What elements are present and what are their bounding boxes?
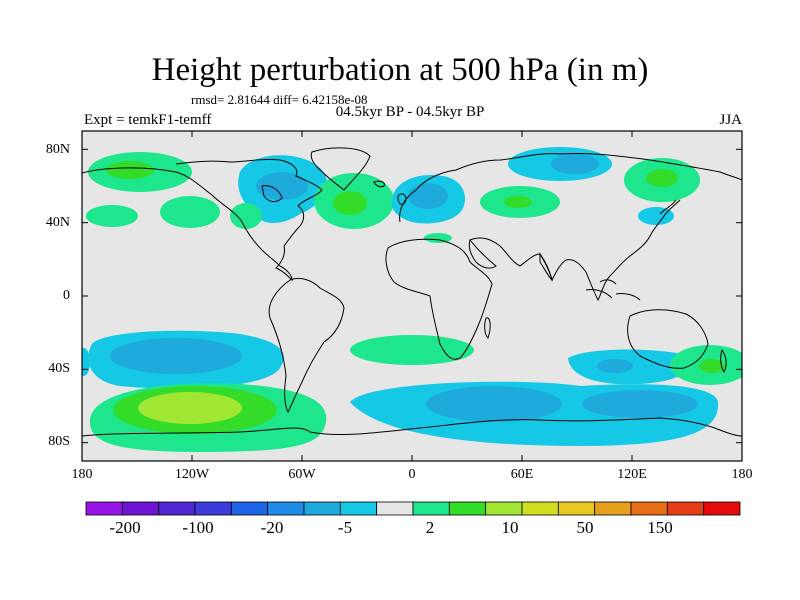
coast-australia [627, 309, 709, 369]
coast-greenland [310, 147, 371, 191]
anomaly-west-edge-low [82, 348, 90, 376]
anomaly-bering-high [160, 196, 220, 228]
colorbar-label: -5 [337, 518, 353, 537]
season-label: JJA [719, 112, 742, 128]
period-label: 04.5kyr BP - 04.5kyr BP [335, 104, 485, 120]
colorbar-swatch [557, 501, 596, 516]
lon-tick-label: 120W [174, 467, 210, 482]
colorbar-swatch [448, 501, 487, 516]
anomaly-south-atlantic-high [350, 335, 474, 365]
coast-japan [659, 199, 677, 215]
anomaly-south-pacific-low-core [110, 338, 242, 374]
coast-madagascar [484, 317, 491, 339]
anomaly-indian-ocean-low-core [597, 359, 633, 373]
lon-tick-label: 180 [731, 467, 753, 482]
lon-tick-label: 180 [71, 467, 93, 482]
anomaly-southern-pacific-high-core [138, 392, 242, 424]
lon-tick-label: 0 [408, 467, 416, 482]
anomaly-southern-indian-low-core-west [426, 386, 562, 422]
colorbar-swatch [194, 501, 232, 516]
colorbar-swatch [594, 501, 632, 516]
colorbar-swatch [630, 501, 668, 516]
rmsd-stats: rmsd= 2.81644 diff= 6.42158e-08 [191, 92, 368, 107]
anomaly-mediterranean-high [424, 233, 452, 243]
coast-iceland [373, 180, 385, 188]
anomaly-europe-low-core [408, 183, 448, 209]
axis-ticks [81, 131, 743, 461]
coast-asia-south [469, 199, 681, 302]
colorbar-swatch [121, 501, 160, 516]
coast-north-america [82, 158, 323, 282]
colorbar-swatch [230, 501, 269, 516]
anomaly-australia-east-high-core [699, 359, 725, 373]
colorbar-label: 150 [647, 518, 673, 537]
colorbar-swatch [376, 501, 414, 516]
coast-africa [385, 238, 493, 360]
colorbar-swatch [521, 501, 559, 516]
coast-india [539, 252, 553, 282]
lon-tick-label: 60W [288, 467, 316, 482]
colorbar-swatch [412, 501, 450, 516]
colorbar-swatch [85, 501, 123, 516]
coast-antarctica [82, 417, 742, 437]
coast-south-america [268, 277, 345, 414]
lat-tick-label: 40S [48, 361, 70, 376]
coastlines [82, 147, 742, 437]
colorbar [85, 501, 741, 516]
anomaly-japan-low [638, 207, 674, 225]
anomaly-east-asia-high-core [646, 169, 678, 187]
anomaly-southern-indian-low-core-east [582, 390, 698, 418]
lat-tick-label: 40N [45, 215, 70, 230]
anomaly-central-asia-high-core [504, 196, 532, 208]
coast-maritime-continent [585, 279, 641, 301]
colorbar-label: -200 [109, 518, 141, 537]
lat-tick-label: 0 [63, 288, 70, 303]
coast-hudson-bay [261, 185, 283, 203]
anomaly-great-lakes-high [230, 203, 262, 229]
colorbar-label: 2 [425, 518, 435, 537]
colorbar-label: -20 [260, 518, 284, 537]
colorbar-swatch [485, 501, 523, 516]
experiment-label: Expt = temkF1-temff [84, 112, 212, 128]
chart-title: Height perturbation at 500 hPa (in m) [151, 52, 649, 88]
colorbar-label: 50 [576, 518, 594, 537]
lat-tick-label: 80S [48, 434, 70, 449]
anomaly-west-pacific-high [86, 205, 138, 227]
anomaly-north-pacific-high-core [106, 161, 154, 179]
colorbar-swatch [158, 501, 196, 516]
lon-tick-label: 60E [510, 467, 534, 482]
coast-new-zealand [720, 348, 727, 373]
colorbar-swatch [339, 501, 378, 516]
colorbar-swatch [303, 501, 341, 516]
colorbar-swatch [666, 501, 705, 516]
lat-tick-label: 80N [45, 142, 70, 157]
colorbar-label: -100 [182, 518, 214, 537]
lon-tick-label: 120E [617, 467, 647, 482]
coast-arabia [468, 238, 497, 269]
anomaly-north-america-low-core [256, 172, 308, 200]
coast-british-isles [397, 193, 407, 205]
contour-layer [82, 147, 742, 452]
anomaly-siberia-low-core [551, 154, 599, 174]
colorbar-swatch [267, 501, 305, 516]
colorbar-swatch [703, 501, 741, 516]
anomaly-north-atlantic-high-core [333, 191, 367, 215]
coast-eurasia [399, 152, 742, 223]
colorbar-label: 10 [501, 518, 519, 537]
